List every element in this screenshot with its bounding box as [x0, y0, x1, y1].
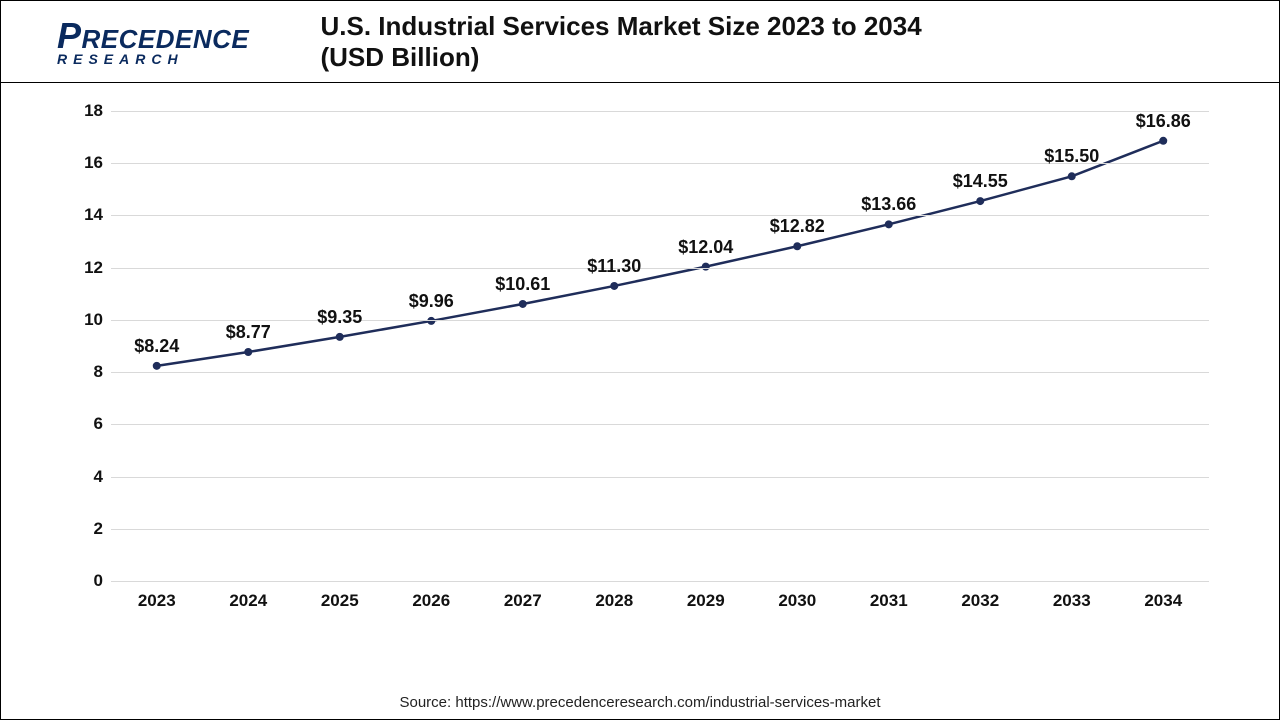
brand-logo: PRECEDENCE RESEARCH [25, 18, 217, 66]
data-marker [336, 333, 344, 341]
data-marker [519, 300, 527, 308]
grid-line [111, 111, 1209, 112]
data-marker [702, 263, 710, 271]
data-label: $11.30 [587, 256, 641, 277]
data-marker [153, 362, 161, 370]
logo-top: PRECEDENCE [57, 18, 249, 54]
plot-region: 0246810121416182023202420252026202720282… [51, 111, 1229, 631]
data-label: $8.24 [134, 336, 179, 357]
x-tick-label: 2026 [412, 591, 450, 611]
y-tick-label: 18 [51, 101, 103, 121]
x-tick-label: 2023 [138, 591, 176, 611]
grid-line [111, 320, 1209, 321]
data-marker [427, 317, 435, 325]
grid-line [111, 372, 1209, 373]
grid-line [111, 477, 1209, 478]
data-marker [793, 242, 801, 250]
y-tick-label: 4 [51, 467, 103, 487]
x-tick-label: 2024 [229, 591, 267, 611]
header-bar: PRECEDENCE RESEARCH U.S. Industrial Serv… [1, 1, 1279, 83]
y-tick-label: 6 [51, 414, 103, 434]
data-label: $13.66 [861, 194, 916, 215]
data-marker [610, 282, 618, 290]
x-tick-label: 2033 [1053, 591, 1091, 611]
data-marker [1068, 172, 1076, 180]
data-label: $10.61 [495, 274, 550, 295]
x-tick-label: 2032 [961, 591, 999, 611]
data-label: $12.04 [678, 237, 733, 258]
logo-bottom: RESEARCH [57, 52, 184, 66]
x-tick-label: 2025 [321, 591, 359, 611]
y-tick-label: 0 [51, 571, 103, 591]
data-label: $8.77 [226, 322, 271, 343]
x-tick-label: 2030 [778, 591, 816, 611]
data-label: $9.96 [409, 291, 454, 312]
y-tick-label: 10 [51, 310, 103, 330]
x-tick-label: 2034 [1144, 591, 1182, 611]
x-tick-label: 2028 [595, 591, 633, 611]
data-marker [976, 197, 984, 205]
grid-line [111, 581, 1209, 582]
data-marker [1159, 137, 1167, 145]
y-tick-label: 14 [51, 205, 103, 225]
grid-line [111, 424, 1209, 425]
y-tick-label: 8 [51, 362, 103, 382]
data-label: $16.86 [1136, 111, 1191, 132]
data-marker [244, 348, 252, 356]
x-tick-label: 2031 [870, 591, 908, 611]
data-marker [885, 220, 893, 228]
chart-area: 0 2 4 6 8 10 12 14 16 18 2023 2024 2025 2026 2027 2028 2… [1, 83, 1279, 694]
y-tick-label: 2 [51, 519, 103, 539]
grid-line [111, 529, 1209, 530]
line-svg [111, 111, 1209, 581]
chart-title: U.S. Industrial Services Market Size 202… [321, 11, 960, 73]
data-label: $15.50 [1044, 146, 1099, 167]
y-tick-label: 16 [51, 153, 103, 173]
chart-card: PRECEDENCE RESEARCH U.S. Industrial Serv… [0, 0, 1280, 720]
data-label: $12.82 [770, 216, 825, 237]
grid-line [111, 215, 1209, 216]
source-caption: Source: https://www.precedenceresearch.c… [1, 694, 1279, 719]
x-tick-label: 2029 [687, 591, 725, 611]
y-tick-label: 12 [51, 258, 103, 278]
data-label: $9.35 [317, 307, 362, 328]
data-label: $14.55 [953, 171, 1008, 192]
series-line [157, 141, 1164, 366]
x-tick-label: 2027 [504, 591, 542, 611]
grid-line [111, 268, 1209, 269]
